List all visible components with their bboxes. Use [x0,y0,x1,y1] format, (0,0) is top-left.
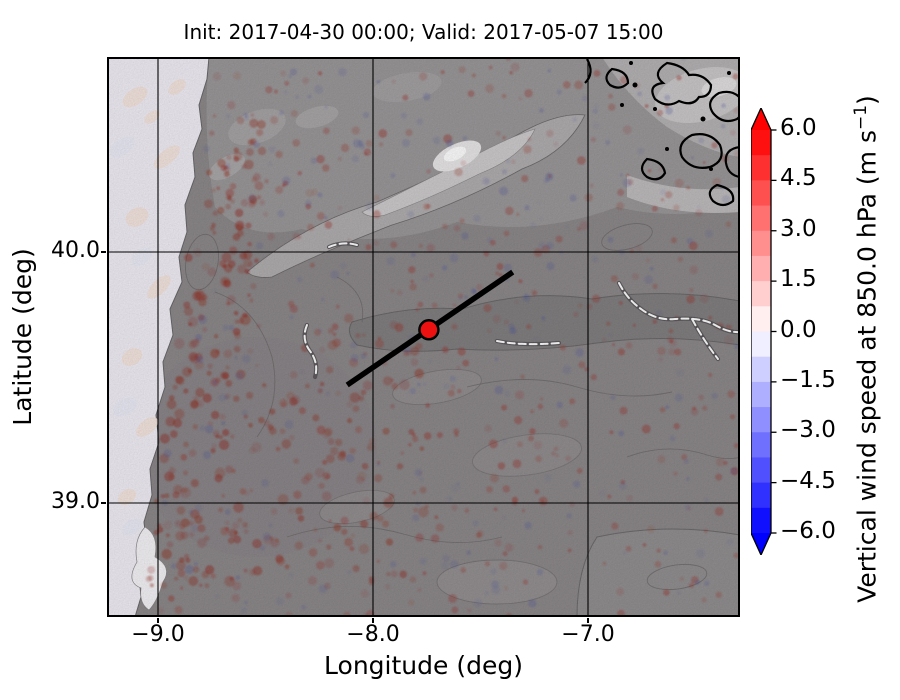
colorbar [751,108,777,555]
x-tick-mark [157,618,159,623]
map-area [107,57,740,617]
colorbar-tick-label: 1.5 [780,266,817,293]
colorbar-tick-label: −4.5 [780,467,836,494]
x-axis-label: Longitude (deg) [324,651,523,680]
x-tick-mark [372,618,374,623]
x-tick-label: −8.0 [346,622,400,647]
axes-border [107,57,740,617]
colorbar-tick-label: −1.5 [780,366,836,393]
y-tick-label: 39.0 [51,489,100,514]
x-tick-mark [587,618,589,623]
y-tick-mark [101,251,106,253]
colorbar-tick-label: 4.5 [780,165,817,192]
map-plot [107,57,740,617]
x-tick-label: −7.0 [561,622,615,647]
colorbar-tick-label: 6.0 [780,115,817,141]
colorbar-tick-label: −3.0 [780,417,836,444]
y-tick-mark [101,502,106,504]
y-axis-label: Latitude (deg) [8,248,37,426]
x-tick-label: −9.0 [131,622,185,647]
cross-section-overlay [345,269,515,388]
colorbar-tick-label: 3.0 [780,215,817,242]
colorbar-label: Vertical wind speed at 850.0 hPa (m s−1) [851,95,882,603]
y-tick-label: 40.0 [51,238,100,263]
cross-section-point-marker [418,319,440,341]
gridlines [107,57,740,617]
plot-title: Init: 2017-04-30 00:00; Valid: 2017-05-0… [183,20,664,44]
colorbar-tick-label: 0.0 [780,316,817,343]
colorbar-tick-label: −6.0 [780,518,836,544]
